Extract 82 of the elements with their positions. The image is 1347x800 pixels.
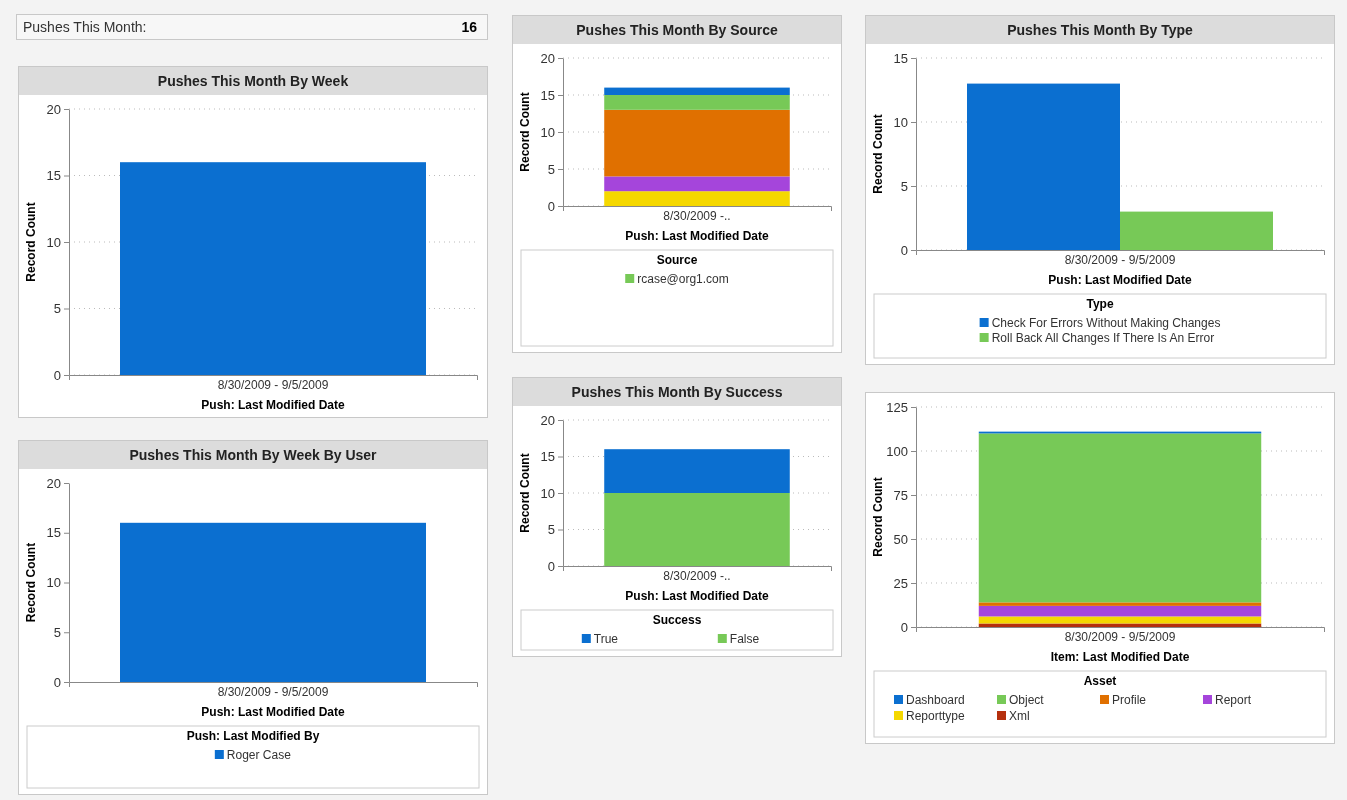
y-tick-label: 10 [46, 234, 61, 250]
y-axis-title: Record Count [518, 453, 532, 533]
y-axis-title: Record Count [518, 92, 532, 172]
chart-title: Pushes This Month By Week By User [19, 441, 487, 469]
y-tick-label: 5 [900, 178, 908, 194]
x-axis-title: Push: Last Modified Date [625, 589, 769, 603]
legend-label: rcase@org1.com [637, 272, 729, 286]
legend-label: Xml [1009, 709, 1030, 723]
legend-label: Report [1215, 693, 1252, 707]
y-tick-label: 5 [547, 522, 555, 538]
chart-title: Pushes This Month By Success [513, 378, 841, 406]
legend-title: Success [652, 613, 702, 627]
y-tick-label: 5 [53, 624, 61, 640]
x-axis-title: Item: Last Modified Date [1050, 650, 1190, 664]
legend-title: Asset [1083, 674, 1117, 688]
text: Pushes This Month: [23, 19, 147, 35]
x-tick-label: 8/30/2009 - 9/5/2009 [217, 684, 329, 699]
y-tick-label: 0 [53, 674, 61, 690]
x-tick-label: 8/30/2009 - 9/5/2009 [217, 377, 329, 392]
legend-title: Type [1086, 297, 1114, 311]
y-tick-label: 15 [540, 87, 555, 103]
y-tick-label: 5 [53, 301, 61, 317]
y-tick-label: 20 [540, 50, 555, 66]
legend-label: Dashboard [906, 693, 965, 707]
y-tick-label: 100 [886, 443, 908, 459]
legend-label: Reporttype [906, 709, 966, 723]
y-tick-label: 15 [540, 449, 555, 465]
bar [604, 176, 790, 192]
chart-title: Pushes This Month By Source [513, 16, 841, 44]
bar [978, 616, 1262, 624]
y-tick-label: 0 [547, 558, 555, 574]
y-tick-label: 75 [893, 487, 908, 503]
legend-label: Object [1009, 693, 1045, 707]
bar [604, 191, 790, 206]
y-tick-label: 0 [53, 367, 61, 383]
bar [978, 605, 1262, 617]
y-tick-label: 0 [900, 242, 908, 258]
y-axis-title: Record Count [24, 202, 38, 282]
y-tick-label: 10 [540, 124, 555, 140]
legend-label: Roger Case [226, 748, 292, 762]
legend-label: False [729, 632, 760, 646]
x-tick-label: 8/30/2009 - 9/5/2009 [1064, 629, 1176, 644]
legend-label: Roll Back All Changes If There Is An Error [991, 331, 1215, 345]
y-tick-label: 125 [886, 399, 908, 415]
x-tick-label: 8/30/2009 - 9/5/2009 [1064, 252, 1176, 267]
x-axis-title: Push: Last Modified Date [625, 229, 769, 243]
text: 16 [461, 19, 478, 35]
y-tick-label: 15 [893, 50, 908, 66]
x-tick-label: 8/30/2009 -.. [663, 568, 731, 583]
bar [604, 87, 790, 95]
x-axis-title: Push: Last Modified Date [201, 705, 345, 719]
y-tick-label: 0 [547, 198, 555, 214]
y-axis-title: Record Count [24, 542, 38, 623]
y-tick-label: 50 [893, 531, 908, 547]
x-axis-title: Push: Last Modified Date [201, 398, 345, 412]
y-tick-label: 25 [893, 575, 908, 591]
y-axis-title: Record Count [871, 477, 885, 557]
legend-label: Profile [1112, 693, 1147, 707]
chart-title: Pushes This Month By Week [19, 67, 487, 95]
bar [978, 602, 1262, 606]
bar [604, 109, 790, 177]
bar [604, 95, 790, 110]
y-tick-label: 10 [893, 114, 908, 130]
legend-label: Check For Errors Without Making Changes [991, 316, 1221, 330]
chart-title: Pushes This Month By Type [866, 16, 1334, 44]
legend-title: Source [656, 253, 698, 267]
y-tick-label: 20 [540, 412, 555, 428]
legend-title: Push: Last Modified By [186, 729, 320, 743]
bar [978, 623, 1262, 627]
y-axis-title: Record Count [871, 114, 885, 194]
x-tick-label: 8/30/2009 -.. [663, 208, 731, 223]
y-tick-label: 15 [46, 525, 61, 541]
y-tick-label: 5 [547, 161, 555, 177]
x-axis-title: Push: Last Modified Date [1048, 273, 1192, 287]
y-tick-label: 20 [46, 101, 61, 117]
y-tick-label: 15 [46, 168, 61, 184]
y-tick-label: 20 [46, 475, 61, 491]
y-tick-label: 10 [46, 575, 61, 591]
y-tick-label: 0 [900, 619, 908, 635]
bar [978, 433, 1262, 603]
legend-label: True [593, 632, 619, 646]
y-tick-label: 10 [540, 485, 555, 501]
